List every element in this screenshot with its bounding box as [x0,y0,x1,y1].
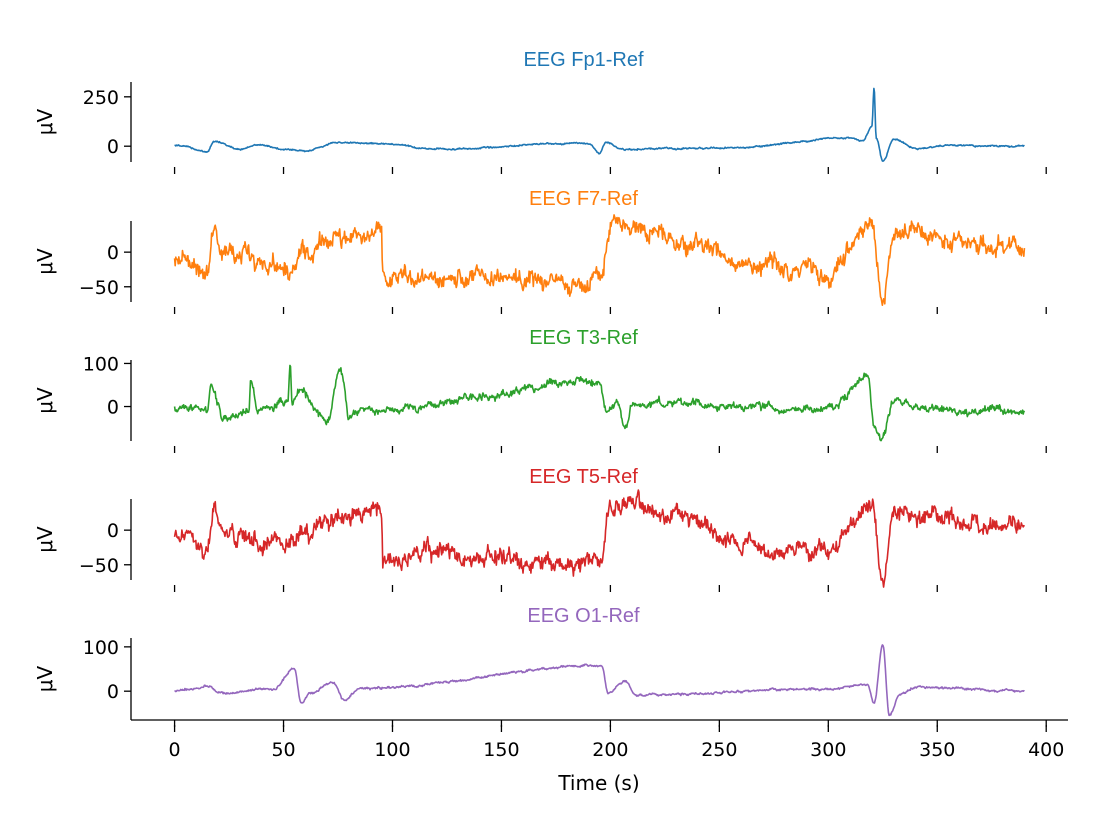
y-tick-label: 100 [83,353,119,375]
eeg-trace-1 [173,214,1026,307]
eeg-panel-1: EEG F7-Ref −50 0 μV [33,188,1047,314]
x-tick-label: 0 [169,739,181,761]
x-axis: 0 50 100 150 200 250 300 350 400 Time (s) [131,719,1068,795]
eeg-trace-2 [173,364,1026,442]
y-axis-label: μV [33,526,57,553]
x-tick-label: 300 [810,739,846,761]
panel-title: EEG T3-Ref [529,327,638,349]
y-tick-label: 250 [83,87,119,109]
x-axis-label: Time (s) [557,771,639,795]
y-tick-label: 0 [107,136,119,158]
x-tick-label: 350 [919,739,955,761]
y-tick-label: 0 [107,242,119,264]
x-tick-label: 50 [271,739,295,761]
y-tick-label: 0 [107,397,119,419]
eeg-trace-4 [174,644,1025,717]
y-tick-label: 0 [107,520,119,542]
y-axis-label: μV [33,665,57,692]
panel-title: EEG T5-Ref [529,466,638,488]
eeg-panel-4: EEG O1-Ref 0 100 μV [33,605,1047,732]
y-axis-label: μV [33,248,57,275]
y-tick-label: 0 [107,681,119,703]
y-tick-label: 100 [83,637,119,659]
panel-title: EEG Fp1-Ref [523,49,643,71]
x-tick-label: 150 [483,739,519,761]
eeg-panel-3: EEG T5-Ref −50 0 μV [33,466,1047,592]
x-tick-label: 250 [701,739,737,761]
eeg-trace-3 [173,489,1026,588]
y-axis-label: μV [33,108,57,135]
panel-title: EEG F7-Ref [529,188,638,210]
x-tick-label: 200 [592,739,628,761]
eeg-trace-0 [174,87,1025,162]
x-tick-label: 400 [1028,739,1064,761]
y-axis-label: μV [33,387,57,414]
y-tick-label: −50 [79,555,119,577]
panel-title: EEG O1-Ref [527,605,640,627]
eeg-panel-2: EEG T3-Ref 0 100 μV [33,327,1047,453]
y-tick-label: −50 [79,277,119,299]
x-tick-label: 100 [374,739,410,761]
eeg-panel-0: EEG Fp1-Ref 0 250 μV [33,49,1047,174]
